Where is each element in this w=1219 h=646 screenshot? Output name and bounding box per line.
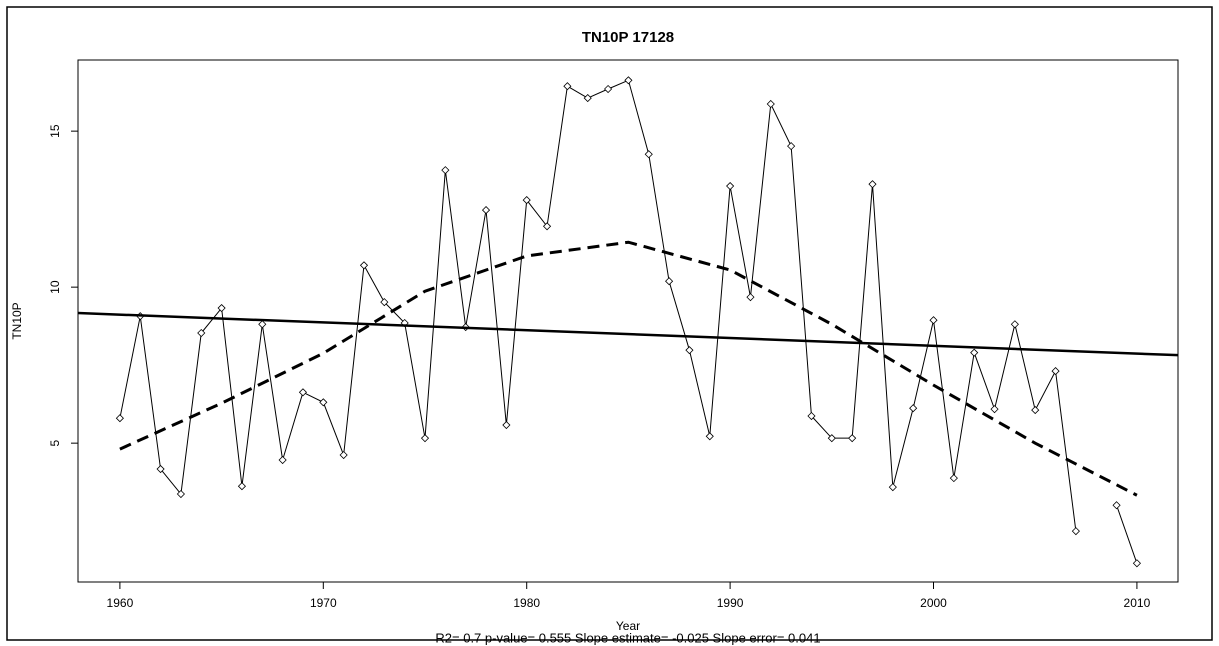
data-point <box>909 404 918 413</box>
data-point <box>542 222 552 231</box>
data-point <box>705 432 714 441</box>
data-point <box>1071 527 1080 536</box>
data-point <box>807 411 816 421</box>
data-point <box>787 142 796 151</box>
data-point <box>726 181 735 191</box>
data-point <box>522 196 531 205</box>
data-point <box>888 483 897 492</box>
x-tick-label: 2010 <box>1124 596 1151 610</box>
y-tick-label: 10 <box>48 280 62 294</box>
data-point <box>1010 320 1019 329</box>
data-point <box>217 303 226 313</box>
data-point <box>1051 367 1060 376</box>
series-line <box>77 311 1179 357</box>
data-point <box>766 99 775 109</box>
data-point <box>665 277 674 286</box>
series-line <box>119 240 1138 497</box>
data-point <box>197 328 206 338</box>
data-point <box>237 482 247 491</box>
x-tick-label: 1960 <box>107 596 134 610</box>
x-tick-label: 1990 <box>717 596 744 610</box>
y-tick-label: 5 <box>48 439 62 446</box>
data-point <box>115 414 124 423</box>
data-point <box>420 434 430 443</box>
data-point <box>156 464 165 474</box>
data-point <box>827 434 836 443</box>
data-point <box>481 206 491 215</box>
x-axis-label: Year <box>616 619 640 633</box>
data-point <box>970 348 979 357</box>
data-point <box>848 434 857 443</box>
data-point <box>176 489 185 499</box>
data-point <box>624 76 633 85</box>
data-point <box>339 450 348 460</box>
data-point <box>258 320 267 329</box>
data-point <box>644 150 653 159</box>
data-point <box>380 298 389 307</box>
y-axis-label: TN10P <box>10 302 24 339</box>
frame <box>6 6 1213 641</box>
data-point <box>868 180 877 189</box>
x-tick-label: 2000 <box>920 596 947 610</box>
data-point <box>319 398 328 407</box>
data-point <box>746 293 755 302</box>
series-line <box>119 79 1138 564</box>
data-point <box>563 82 572 91</box>
x-tick-label: 1970 <box>310 596 337 610</box>
chart-title: TN10P 17128 <box>582 29 674 46</box>
x-tick-label: 1980 <box>513 596 540 610</box>
data-point <box>583 94 592 103</box>
data-point <box>949 474 958 483</box>
data-point <box>359 261 369 270</box>
y-tick-label: 15 <box>48 124 62 138</box>
footer-note: R2= 0.7 p-value= 0.555 Slope estimate= -… <box>435 630 820 645</box>
data-point <box>604 84 613 94</box>
data-point <box>929 316 938 325</box>
data-point <box>298 388 308 397</box>
data-point <box>1112 501 1121 510</box>
data-point <box>685 346 694 355</box>
data-point <box>278 455 287 465</box>
data-point <box>1031 406 1040 415</box>
data-point <box>1132 559 1141 568</box>
plot-box <box>77 59 1179 583</box>
data-point <box>990 405 999 414</box>
data-point <box>502 420 511 430</box>
data-point <box>441 166 450 175</box>
